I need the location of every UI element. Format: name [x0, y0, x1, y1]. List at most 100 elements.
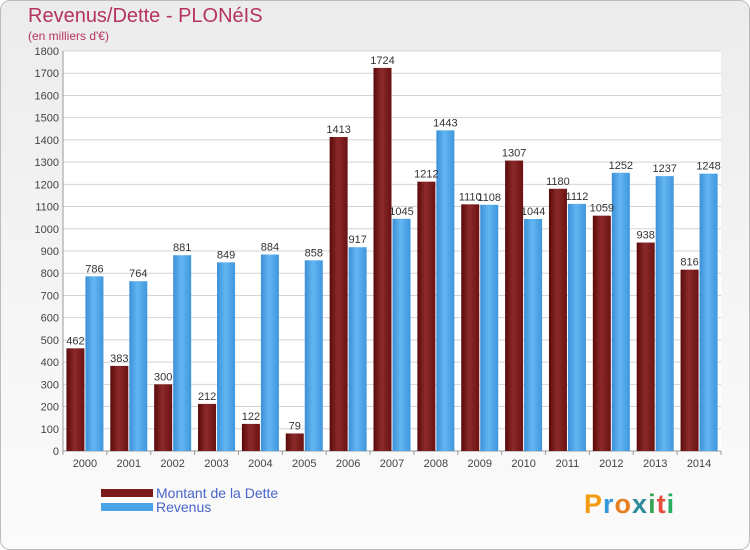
y-tick-label: 1800	[35, 46, 59, 58]
proxiti-logo: Proxiti	[584, 489, 675, 520]
logo-letter: i	[666, 489, 676, 519]
data-labels: 462 786 383 764 300 881 212 849 122 884 79 858 1413 9…	[66, 55, 721, 433]
bars	[66, 67, 718, 452]
bar-revenus-2011	[567, 203, 586, 451]
x-tick-label: 2009	[467, 458, 491, 470]
data-label-revenus-2001: 764	[129, 268, 147, 280]
bar-dette-2007	[373, 67, 392, 451]
data-label-dette-2003: 212	[198, 391, 216, 403]
data-label-revenus-2008: 1443	[433, 117, 457, 129]
bar-dette-2003	[198, 403, 217, 451]
data-label-revenus-2003: 849	[217, 249, 235, 261]
logo-letter: i	[648, 489, 657, 519]
data-label-dette-2004: 122	[242, 411, 260, 423]
y-tick-label: 1200	[35, 179, 59, 191]
logo-letter: x	[632, 489, 649, 519]
bar-dette-2002	[154, 384, 173, 451]
x-tick-label: 2003	[204, 458, 228, 470]
y-tick-label: 1500	[35, 113, 59, 125]
bar-revenus-2007	[392, 218, 411, 451]
data-label-dette-2007: 1724	[370, 55, 394, 67]
y-tick-label: 800	[41, 268, 59, 280]
data-label-revenus-2011: 1112	[566, 191, 589, 203]
x-tick-label: 2013	[643, 458, 667, 470]
data-label-revenus-2006: 917	[348, 234, 366, 246]
bar-dette-2010	[505, 160, 524, 452]
data-label-dette-2011: 1180	[546, 176, 570, 188]
legend-item-dette: Montant de la Dette	[101, 485, 401, 503]
logo-letter: t	[656, 489, 667, 519]
data-label-revenus-2002: 881	[173, 242, 191, 254]
data-label-dette-2009: 1110	[459, 191, 482, 203]
x-tick-label: 2001	[117, 458, 141, 470]
bar-revenus-2002	[173, 255, 192, 451]
y-tick-label: 400	[41, 357, 59, 369]
y-tick-label: 600	[41, 313, 59, 325]
y-tick-label: 1000	[35, 224, 59, 236]
data-label-dette-2012: 1059	[590, 203, 614, 215]
bar-dette-2001	[110, 365, 129, 451]
y-tick-label: 100	[41, 424, 59, 436]
legend-label-revenus: Revenus	[156, 499, 212, 515]
data-label-dette-2010: 1307	[502, 148, 526, 160]
y-tick-label: 0	[53, 446, 59, 458]
data-label-dette-2001: 383	[110, 353, 128, 365]
x-tick-label: 2007	[380, 458, 404, 470]
data-label-revenus-2010: 1044	[521, 206, 545, 218]
logo-letter: P	[584, 489, 604, 519]
chart-subtitle: (en milliers d'€)	[28, 29, 109, 43]
x-tick-label: 2005	[292, 458, 316, 470]
data-label-dette-2006: 1413	[326, 124, 350, 136]
grid-lines	[63, 50, 721, 452]
legend-swatch-revenus	[101, 503, 153, 511]
bar-dette-2014	[680, 269, 699, 451]
bar-revenus-2014	[699, 173, 718, 451]
y-tick-label: 700	[41, 290, 59, 302]
bar-dette-2000	[66, 348, 85, 451]
bar-dette-2008	[417, 181, 436, 451]
data-label-dette-2002: 300	[154, 371, 172, 383]
data-label-revenus-2007: 1045	[389, 206, 413, 218]
y-tick-label: 200	[41, 402, 59, 414]
data-label-dette-2000: 462	[66, 335, 84, 347]
bar-revenus-2001	[129, 281, 148, 451]
legend-item-revenus: Revenus	[101, 499, 401, 517]
x-tick-label: 2011	[556, 458, 580, 470]
bar-revenus-2010	[524, 219, 543, 451]
bar-revenus-2006	[348, 247, 367, 451]
data-label-dette-2005: 79	[289, 420, 301, 432]
data-label-revenus-2009: 1108	[477, 192, 501, 204]
data-label-dette-2008: 1212	[414, 169, 438, 181]
data-label-dette-2013: 938	[637, 230, 655, 242]
legend-swatch-dette	[101, 489, 153, 497]
data-label-revenus-2012: 1252	[609, 160, 633, 172]
chart-title: Revenus/Dette - PLONéIS	[28, 5, 263, 27]
x-tick-label: 2002	[160, 458, 184, 470]
data-label-revenus-2004: 884	[261, 242, 279, 254]
x-tick-label: 2004	[248, 458, 272, 470]
bar-dette-2009	[461, 204, 480, 451]
data-label-revenus-2000: 786	[85, 263, 103, 275]
bar-revenus-2000	[85, 276, 104, 451]
logo-letter: r	[603, 489, 615, 519]
bar-dette-2006	[329, 137, 348, 451]
y-tick-label: 1300	[35, 157, 59, 169]
y-tick-label: 900	[41, 246, 59, 258]
axes: 0 100 200 300 400 500 600 700 800 900 1000 1100 1200…	[35, 46, 722, 470]
legend-label-dette: Montant de la Dette	[156, 485, 279, 501]
x-tick-label: 2006	[336, 458, 360, 470]
bar-revenus-2012	[611, 172, 630, 451]
y-tick-label: 300	[41, 379, 59, 391]
x-tick-label: 2008	[424, 458, 448, 470]
bar-revenus-2013	[655, 176, 674, 451]
x-tick-label: 2010	[511, 458, 535, 470]
data-label-revenus-2014: 1248	[696, 161, 720, 173]
bar-revenus-2003	[217, 262, 236, 451]
x-tick-label: 2012	[599, 458, 623, 470]
y-tick-label: 1100	[35, 202, 59, 214]
bar-revenus-2005	[304, 260, 323, 451]
logo-letter: o	[614, 489, 633, 519]
data-label-revenus-2013: 1237	[652, 163, 676, 175]
